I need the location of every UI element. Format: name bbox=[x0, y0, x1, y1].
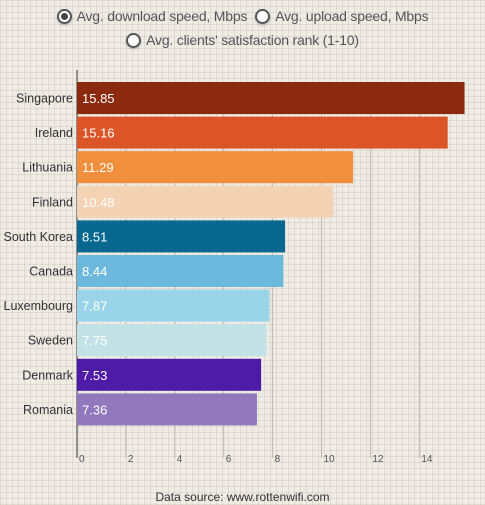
x-tick-label: 0 bbox=[79, 454, 85, 465]
data-source-note: Data source: www.rottenwifi.com bbox=[155, 490, 330, 504]
category-label: Singapore bbox=[16, 92, 73, 106]
category-label: Lithuania bbox=[22, 161, 73, 175]
x-tick-label: 10 bbox=[324, 454, 336, 465]
radio-satisfaction-rank[interactable]: Avg. clients' satisfaction rank (1-10) bbox=[126, 32, 359, 48]
value-label: 8.44 bbox=[82, 264, 107, 279]
category-label: Canada bbox=[29, 265, 73, 279]
x-tick-label: 4 bbox=[177, 454, 183, 465]
radio-download-speed[interactable]: Avg. download speed, Mbps bbox=[56, 8, 248, 24]
radio-unselected-icon bbox=[126, 32, 142, 48]
category-label: Finland bbox=[32, 195, 73, 209]
bar-denmark[interactable] bbox=[77, 358, 262, 391]
bar-ireland[interactable] bbox=[77, 116, 448, 149]
value-label: 15.85 bbox=[82, 91, 115, 106]
value-label: 10.48 bbox=[82, 195, 115, 210]
value-label: 15.16 bbox=[82, 126, 115, 141]
bar-lithuania[interactable] bbox=[77, 151, 354, 184]
x-tick-label: 8 bbox=[275, 454, 281, 465]
category-label: Ireland bbox=[35, 126, 73, 140]
radio-unselected-icon bbox=[255, 8, 271, 24]
category-label: Sweden bbox=[28, 334, 73, 348]
metric-selector: Avg. download speed, Mbps Avg. upload sp… bbox=[0, 4, 485, 52]
category-label: Luxembourg bbox=[4, 299, 74, 313]
value-label: 11.29 bbox=[82, 160, 114, 175]
category-label: Denmark bbox=[22, 368, 73, 382]
bar-romania[interactable] bbox=[77, 393, 257, 426]
x-tick-label: 12 bbox=[372, 454, 384, 465]
x-tick-label: 2 bbox=[128, 454, 134, 465]
value-label: 7.53 bbox=[82, 368, 107, 383]
bar-finland[interactable] bbox=[77, 185, 334, 218]
radio-selected-icon bbox=[56, 8, 72, 24]
value-label: 7.36 bbox=[82, 402, 107, 417]
bar-sweden[interactable] bbox=[77, 324, 267, 357]
value-label: 7.75 bbox=[82, 333, 107, 348]
bar-luxembourg[interactable] bbox=[77, 289, 270, 322]
value-label: 7.87 bbox=[82, 299, 107, 314]
x-tick-label: 6 bbox=[226, 454, 232, 465]
radio-rank-label: Avg. clients' satisfaction rank (1-10) bbox=[146, 32, 359, 48]
bar-chart: 0 2 4 6 8 10 12 14 Singapore 15.85 Ireland 15.16 Lit… bbox=[4, 70, 465, 465]
bar-south-korea[interactable] bbox=[77, 220, 286, 253]
category-label: South Korea bbox=[4, 230, 74, 244]
x-tick-label: 14 bbox=[421, 454, 433, 465]
bar-canada[interactable] bbox=[77, 255, 284, 287]
radio-upload-label: Avg. upload speed, Mbps bbox=[275, 8, 429, 24]
bar-singapore[interactable] bbox=[77, 82, 465, 114]
radio-download-label: Avg. download speed, Mbps bbox=[76, 8, 248, 24]
category-label: Romania bbox=[23, 403, 73, 417]
radio-upload-speed[interactable]: Avg. upload speed, Mbps bbox=[255, 8, 429, 24]
value-label: 8.51 bbox=[82, 229, 107, 244]
